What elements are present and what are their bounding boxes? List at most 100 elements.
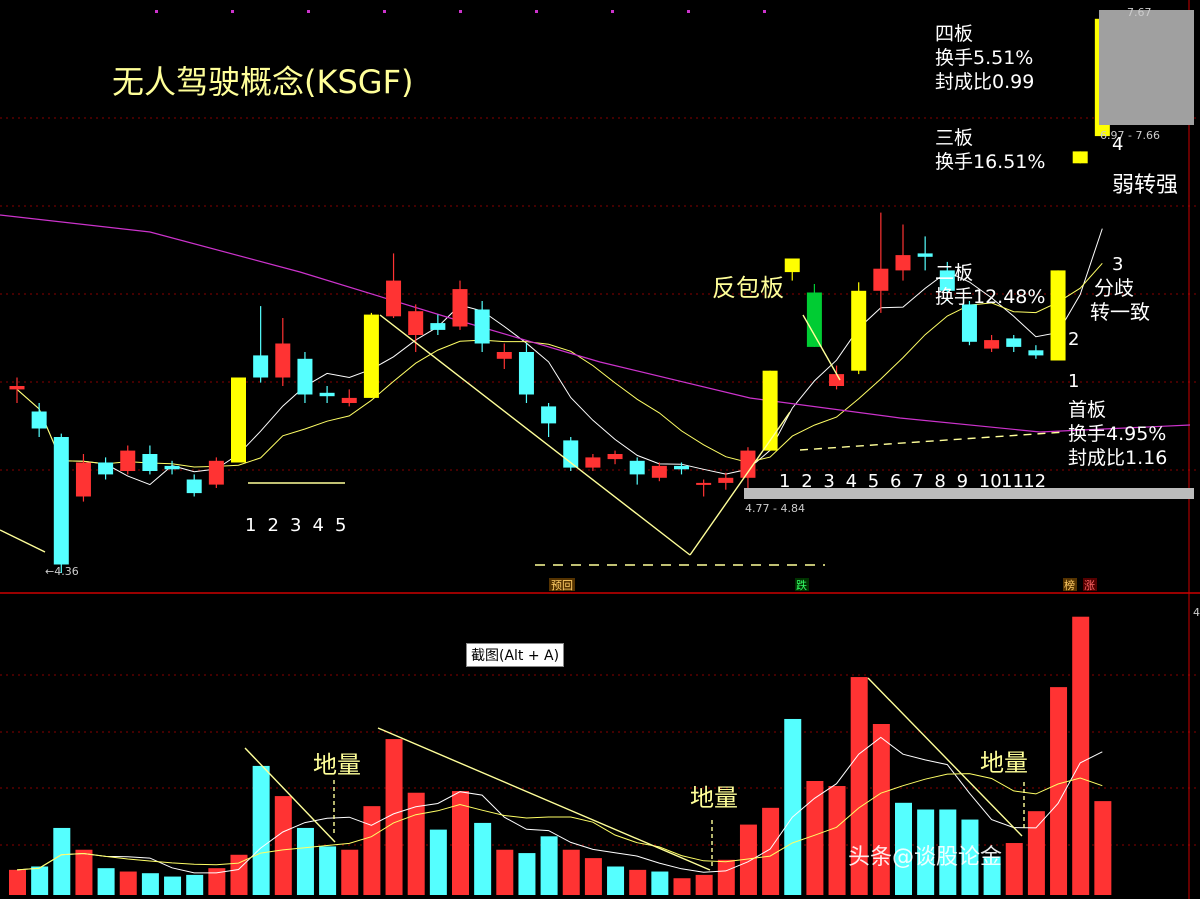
board3-line-1: 换手16.51% (935, 151, 1045, 173)
volume-bar-21 (474, 822, 492, 895)
top-dot-7 (687, 10, 690, 13)
top-price-label: 7.67 (1127, 6, 1152, 19)
volume-bar-9 (208, 868, 226, 895)
candle-28 (629, 457, 645, 485)
volume-bar-3 (75, 849, 93, 895)
candle-body (651, 465, 667, 478)
candle-body (75, 462, 91, 497)
board2-line-0: 二板 (935, 262, 973, 284)
left-count-3: 3 (290, 515, 301, 536)
volume-bar-11 (252, 765, 270, 895)
volume-bar-18 (407, 792, 425, 895)
candle-body (496, 352, 512, 359)
bang-marker-bg (1063, 578, 1077, 591)
board4-line-2: 封成比0.99 (935, 71, 1034, 93)
volume-bar-39 (872, 724, 890, 895)
volume-bar-14 (319, 846, 337, 895)
candle-15 (341, 389, 357, 407)
candle-32 (718, 472, 734, 490)
vol-trend-1 (244, 747, 336, 843)
candle-20 (452, 280, 468, 330)
volume-bar-17 (385, 739, 403, 895)
candle-body (873, 268, 889, 291)
die-marker-bg (795, 578, 809, 591)
mid-count-3: 3 (823, 471, 834, 492)
candle-6 (142, 445, 158, 475)
candle-21 (474, 301, 490, 352)
volume-bar-8 (186, 874, 204, 895)
ma5-line (16, 228, 1103, 486)
candle-18 (408, 304, 424, 352)
mid-count-10: 10 (979, 471, 1002, 492)
candle-body (164, 465, 180, 470)
volume-ma-lines (16, 736, 1103, 874)
candle-3 (75, 454, 91, 502)
candle-body (186, 479, 202, 494)
mid-count-7: 7 (912, 471, 923, 492)
candle-body (408, 311, 424, 335)
candle-body (696, 482, 712, 485)
mid-count-5: 5 (868, 471, 879, 492)
ma10-line (16, 262, 1103, 468)
trend-down (379, 314, 691, 556)
limit-up-shade (1099, 10, 1194, 125)
candle-body (563, 440, 579, 468)
candle-body (917, 253, 933, 257)
volume-bar-10 (230, 854, 248, 895)
volume-bar-44 (983, 856, 1001, 895)
volume-bar-15 (341, 849, 359, 895)
candle-body (674, 465, 689, 470)
volume-bar-48 (1072, 616, 1090, 895)
candle-47 (1050, 270, 1066, 361)
candle-body (718, 477, 734, 483)
board-count-4: 4 (1112, 134, 1123, 155)
volume-bar-36 (806, 781, 824, 895)
candle-body (386, 280, 402, 317)
candle-body (629, 460, 645, 475)
volume-bar-26 (584, 858, 602, 895)
candle-34 (762, 370, 778, 451)
range-label-1: 4.77 - 4.84 (745, 502, 805, 515)
candle-body (253, 355, 269, 378)
volume-bar-23 (518, 853, 536, 895)
board1-line-2: 封成比1.16 (1068, 447, 1167, 469)
candle-7 (164, 460, 180, 475)
candle-body (275, 343, 291, 378)
board3-line-0: 三板 (935, 127, 973, 149)
candle-body (120, 450, 136, 471)
candle-body (9, 386, 25, 390)
candle-30 (674, 462, 689, 475)
annotation-diliang-2: 地量 (690, 784, 738, 812)
board1-line-1: 换手4.95% (1068, 423, 1166, 445)
candle-17 (386, 253, 402, 318)
volume-bar-1 (31, 866, 49, 895)
top-dot-4 (459, 10, 462, 13)
candle-41 (917, 236, 933, 271)
candle-body (319, 392, 335, 397)
annotation-fenqi: 分歧 (1094, 276, 1134, 300)
candle-body (98, 462, 114, 475)
volume-bar-2 (53, 827, 71, 895)
candle-body (474, 309, 490, 344)
candle-12 (275, 318, 291, 386)
trend-start (0, 529, 46, 553)
candle-27 (607, 450, 623, 465)
candle-40 (895, 224, 911, 281)
candle-body (939, 270, 955, 291)
mid-count-4: 4 (846, 471, 857, 492)
left-count-2: 2 (268, 515, 279, 536)
board4-line-1: 换手5.51% (935, 47, 1033, 69)
candle-body (851, 290, 867, 371)
top-dot-3 (383, 10, 386, 13)
vol-ma10 (16, 773, 1103, 871)
candle-39 (873, 212, 889, 313)
candle-body (31, 411, 47, 429)
annotation-fanbaoban: 反包板 (712, 274, 784, 302)
candle-23 (518, 343, 534, 403)
top-dot-5 (535, 10, 538, 13)
volume-bar-32 (717, 859, 735, 895)
candle-0 (9, 377, 25, 403)
resistance-band (744, 488, 1194, 499)
candle-13 (297, 352, 313, 403)
candle-body (363, 314, 379, 398)
